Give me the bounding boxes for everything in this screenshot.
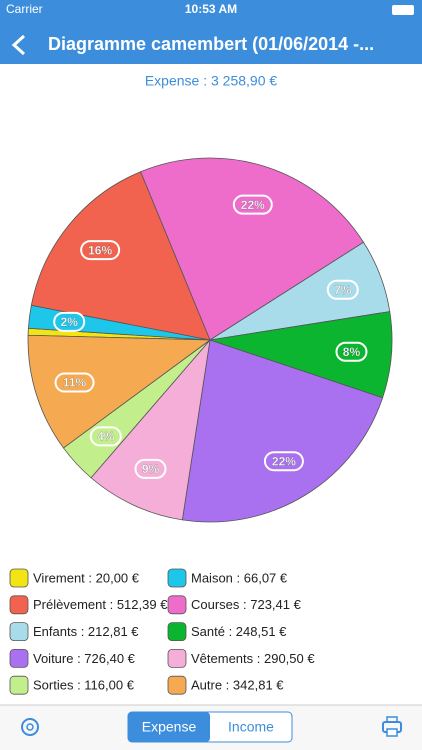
value-label: 7% bbox=[334, 283, 352, 297]
printer-output bbox=[386, 728, 398, 737]
legend-label: Prélèvement : 512,39 € bbox=[33, 597, 168, 612]
value-label-pill bbox=[232, 194, 273, 215]
pie-slice bbox=[181, 339, 384, 523]
value-label: 11% bbox=[63, 376, 87, 390]
legend-swatch bbox=[9, 675, 29, 695]
legend-swatch bbox=[167, 568, 187, 588]
legend-label: Sorties : 116,00 € bbox=[33, 678, 135, 693]
value-label-pill bbox=[326, 279, 359, 300]
value-label: 4% bbox=[97, 430, 115, 444]
value-label-pill bbox=[134, 458, 167, 479]
nav-background bbox=[0, 0, 422, 64]
legend: Virement : 20,00 € Maison : 66,07 € Prélèv… bbox=[9, 568, 315, 695]
value-label-pill bbox=[80, 240, 121, 261]
printer-paper bbox=[386, 716, 398, 723]
value-label-pill bbox=[335, 341, 368, 362]
chart-subtitle: Expense : 3 258,90 € bbox=[145, 73, 278, 89]
value-label-pill bbox=[54, 372, 95, 393]
legend-label: Virement : 20,00 € bbox=[33, 570, 140, 585]
pie-slice bbox=[140, 157, 365, 341]
print-button[interactable] bbox=[382, 716, 402, 737]
value-label-pill bbox=[53, 311, 86, 332]
legend-swatch bbox=[167, 622, 187, 641]
pie: 2% 16% 22% 7% 8% 22% 9% 4% 11% bbox=[27, 157, 393, 523]
value-label-pill bbox=[89, 426, 122, 447]
legend-label: Maison : 66,07 € bbox=[191, 570, 288, 585]
carrier: Carrier bbox=[6, 2, 43, 16]
value-label: 16% bbox=[88, 243, 112, 257]
value-label-pill bbox=[263, 451, 304, 472]
legend-swatch bbox=[9, 622, 29, 641]
legend-swatch bbox=[9, 595, 29, 615]
legend-swatch bbox=[167, 675, 187, 695]
back-button[interactable] bbox=[11, 34, 26, 56]
legend-label: Autre : 342,81 € bbox=[191, 678, 284, 693]
gear-center bbox=[26, 723, 34, 731]
legend-label: Vêtements : 290,50 € bbox=[191, 651, 315, 666]
legend-swatch bbox=[9, 568, 29, 588]
value-label: 8% bbox=[343, 345, 361, 359]
value-label: 9% bbox=[142, 462, 160, 476]
battery bbox=[392, 5, 414, 15]
gear-icon bbox=[21, 718, 39, 736]
value-label: 2% bbox=[61, 315, 79, 329]
tab-income[interactable]: Income bbox=[228, 719, 274, 735]
legend-label: Enfants : 212,81 € bbox=[33, 624, 139, 639]
legend-swatch bbox=[167, 595, 187, 615]
legend-swatch bbox=[167, 649, 187, 668]
legend-label: Voiture : 726,40 € bbox=[33, 651, 136, 666]
tab-expense-bg[interactable] bbox=[128, 712, 210, 742]
value-label: 22% bbox=[241, 198, 265, 212]
legend-label: Courses : 723,41 € bbox=[191, 597, 302, 612]
pie-slice bbox=[30, 171, 211, 341]
status-time: 10:53 AM bbox=[185, 2, 237, 16]
legend-swatch bbox=[9, 649, 29, 668]
nav-title: Diagramme camembert (01/06/2014 -... bbox=[48, 34, 374, 54]
legend-label: Santé : 248,51 € bbox=[191, 624, 287, 639]
pie-slice bbox=[90, 338, 211, 521]
settings-button[interactable] bbox=[21, 718, 39, 736]
tab-expense[interactable]: Expense bbox=[142, 719, 197, 735]
value-label: 22% bbox=[272, 454, 296, 468]
pie-slice bbox=[27, 334, 212, 449]
